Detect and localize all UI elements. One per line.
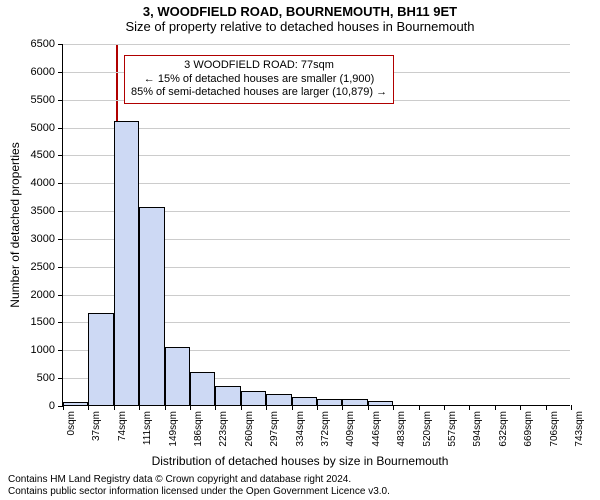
ytick-label: 1000 (31, 344, 63, 356)
xtick-mark (266, 405, 267, 410)
ytick-label: 2500 (31, 261, 63, 273)
xtick-mark (495, 405, 496, 410)
xtick-label: 260sqm (244, 405, 255, 447)
ytick-label: 4000 (31, 177, 63, 189)
xtick-label: 669sqm (523, 405, 534, 447)
footer-line-2: Contains public sector information licen… (8, 486, 390, 498)
ytick-label: 6000 (31, 66, 63, 78)
ytick-label: 3000 (31, 233, 63, 245)
xtick-mark (165, 405, 166, 410)
title-main: 3, WOODFIELD ROAD, BOURNEMOUTH, BH11 9ET (0, 0, 600, 19)
xtick-mark (292, 405, 293, 410)
gridline (63, 44, 570, 45)
xtick-mark (368, 405, 369, 410)
xtick-label: 483sqm (396, 405, 407, 447)
xtick-mark (546, 405, 547, 410)
histogram-bar (114, 121, 139, 405)
annotation-line-3: 85% of semi-detached houses are larger (… (131, 86, 387, 100)
xtick-mark (393, 405, 394, 410)
xtick-mark (419, 405, 420, 410)
xtick-mark (139, 405, 140, 410)
xtick-mark (571, 405, 572, 410)
xtick-label: 706sqm (549, 405, 560, 447)
ytick-label: 4500 (31, 149, 63, 161)
histogram-bar (190, 372, 215, 405)
xtick-label: 0sqm (66, 405, 77, 435)
xtick-label: 446sqm (371, 405, 382, 447)
xtick-label: 409sqm (345, 405, 356, 447)
xtick-label: 297sqm (269, 405, 280, 447)
annotation-line-2: ← 15% of detached houses are smaller (1,… (131, 73, 387, 87)
xtick-label: 743sqm (574, 405, 585, 447)
ytick-label: 500 (37, 372, 63, 384)
xtick-label: 37sqm (91, 405, 102, 441)
y-axis-label: Number of detached properties (8, 142, 22, 307)
xtick-label: 594sqm (472, 405, 483, 447)
chart-container: 3, WOODFIELD ROAD, BOURNEMOUTH, BH11 9ET… (0, 0, 600, 500)
footer-attribution: Contains HM Land Registry data © Crown c… (8, 474, 390, 498)
ytick-label: 3500 (31, 205, 63, 217)
histogram-bar (266, 394, 291, 405)
xtick-label: 149sqm (168, 405, 179, 447)
xtick-mark (190, 405, 191, 410)
xtick-mark (317, 405, 318, 410)
histogram-bar (88, 313, 113, 405)
xtick-label: 520sqm (422, 405, 433, 447)
xtick-label: 557sqm (447, 405, 458, 447)
ytick-label: 0 (49, 400, 63, 412)
chart-plot-area: 3 WOODFIELD ROAD: 77sqm ← 15% of detache… (62, 44, 570, 406)
xtick-label: 186sqm (193, 405, 204, 447)
xtick-label: 372sqm (320, 405, 331, 447)
histogram-bar (165, 347, 190, 405)
ytick-label: 2000 (31, 289, 63, 301)
annotation-line-1: 3 WOODFIELD ROAD: 77sqm (131, 59, 387, 73)
xtick-mark (520, 405, 521, 410)
xtick-mark (342, 405, 343, 410)
ytick-label: 1500 (31, 316, 63, 328)
x-axis-label: Distribution of detached houses by size … (0, 454, 600, 468)
xtick-mark (63, 405, 64, 410)
annotation-box: 3 WOODFIELD ROAD: 77sqm ← 15% of detache… (124, 55, 394, 104)
xtick-label: 334sqm (295, 405, 306, 447)
title-sub: Size of property relative to detached ho… (0, 19, 600, 38)
xtick-mark (88, 405, 89, 410)
xtick-mark (114, 405, 115, 410)
xtick-label: 74sqm (117, 405, 128, 441)
histogram-bar (139, 207, 164, 405)
xtick-label: 111sqm (142, 405, 153, 445)
xtick-mark (444, 405, 445, 410)
xtick-label: 223sqm (218, 405, 229, 447)
histogram-bar (241, 391, 266, 405)
ytick-label: 6500 (31, 38, 63, 50)
ytick-label: 5000 (31, 122, 63, 134)
histogram-bar (215, 386, 240, 405)
footer-line-1: Contains HM Land Registry data © Crown c… (8, 474, 390, 486)
histogram-bar (292, 397, 317, 405)
xtick-mark (215, 405, 216, 410)
xtick-mark (469, 405, 470, 410)
xtick-label: 632sqm (498, 405, 509, 447)
xtick-mark (241, 405, 242, 410)
ytick-label: 5500 (31, 94, 63, 106)
